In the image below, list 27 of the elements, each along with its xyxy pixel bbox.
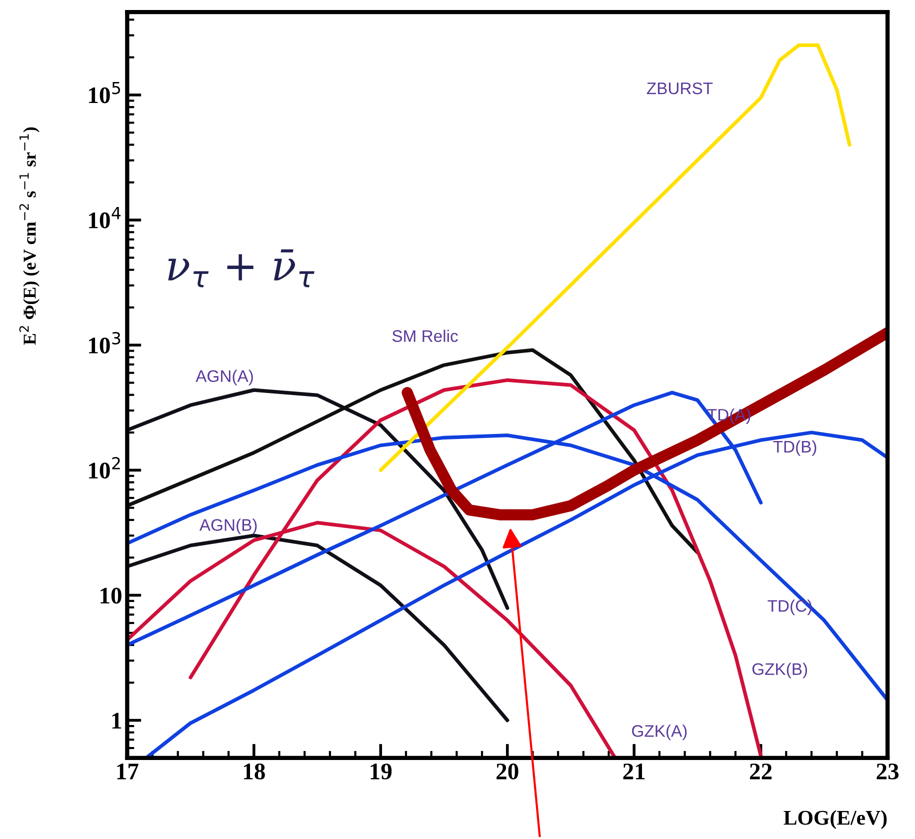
series-label: AGN(A) xyxy=(196,370,253,386)
y-tick-label: 1 xyxy=(112,712,122,728)
series-label: GZK(B) xyxy=(752,662,808,678)
series-label: TD(B) xyxy=(773,440,816,456)
series-label: AGN(B) xyxy=(199,518,257,534)
y-tick-label: 10$^{5}$ xyxy=(89,82,120,104)
x-tick-label: 22 xyxy=(750,764,772,780)
y-tick-label: 10$^{4}$ xyxy=(89,207,121,228)
series-label: TD(C) xyxy=(768,600,812,616)
y-tick-label: 10$^{2}$ xyxy=(89,457,120,479)
annotation: ν$_{τ}$ + ν̄$_{τ}$ xyxy=(168,249,314,288)
x-tick-label: 23 xyxy=(876,764,899,780)
x-tick-label: 19 xyxy=(370,764,392,780)
x-tick-label: 18 xyxy=(244,763,265,780)
x-axis-title: LOG(E/eV) xyxy=(784,810,887,830)
y-tick-label: 10$^{3}$ xyxy=(89,332,120,354)
text: ZBURST xyxy=(646,82,713,94)
x-tick-label: 17 xyxy=(117,764,138,780)
series-label: SM Relic xyxy=(392,330,458,342)
x-tick-label: 21 xyxy=(623,764,645,780)
series-label: GZK(A) xyxy=(632,724,687,740)
line-series xyxy=(127,534,510,722)
x-tick-label: 20 xyxy=(496,763,518,780)
text: E$^{2}$ Φ(E) (eV cm$^{−2}$ s$^{−1}$ sr$^{−1}$) xyxy=(19,127,40,345)
y-tick-label: 10 xyxy=(100,588,122,604)
series-label: TD(A) xyxy=(707,408,750,424)
line-series xyxy=(378,43,852,472)
